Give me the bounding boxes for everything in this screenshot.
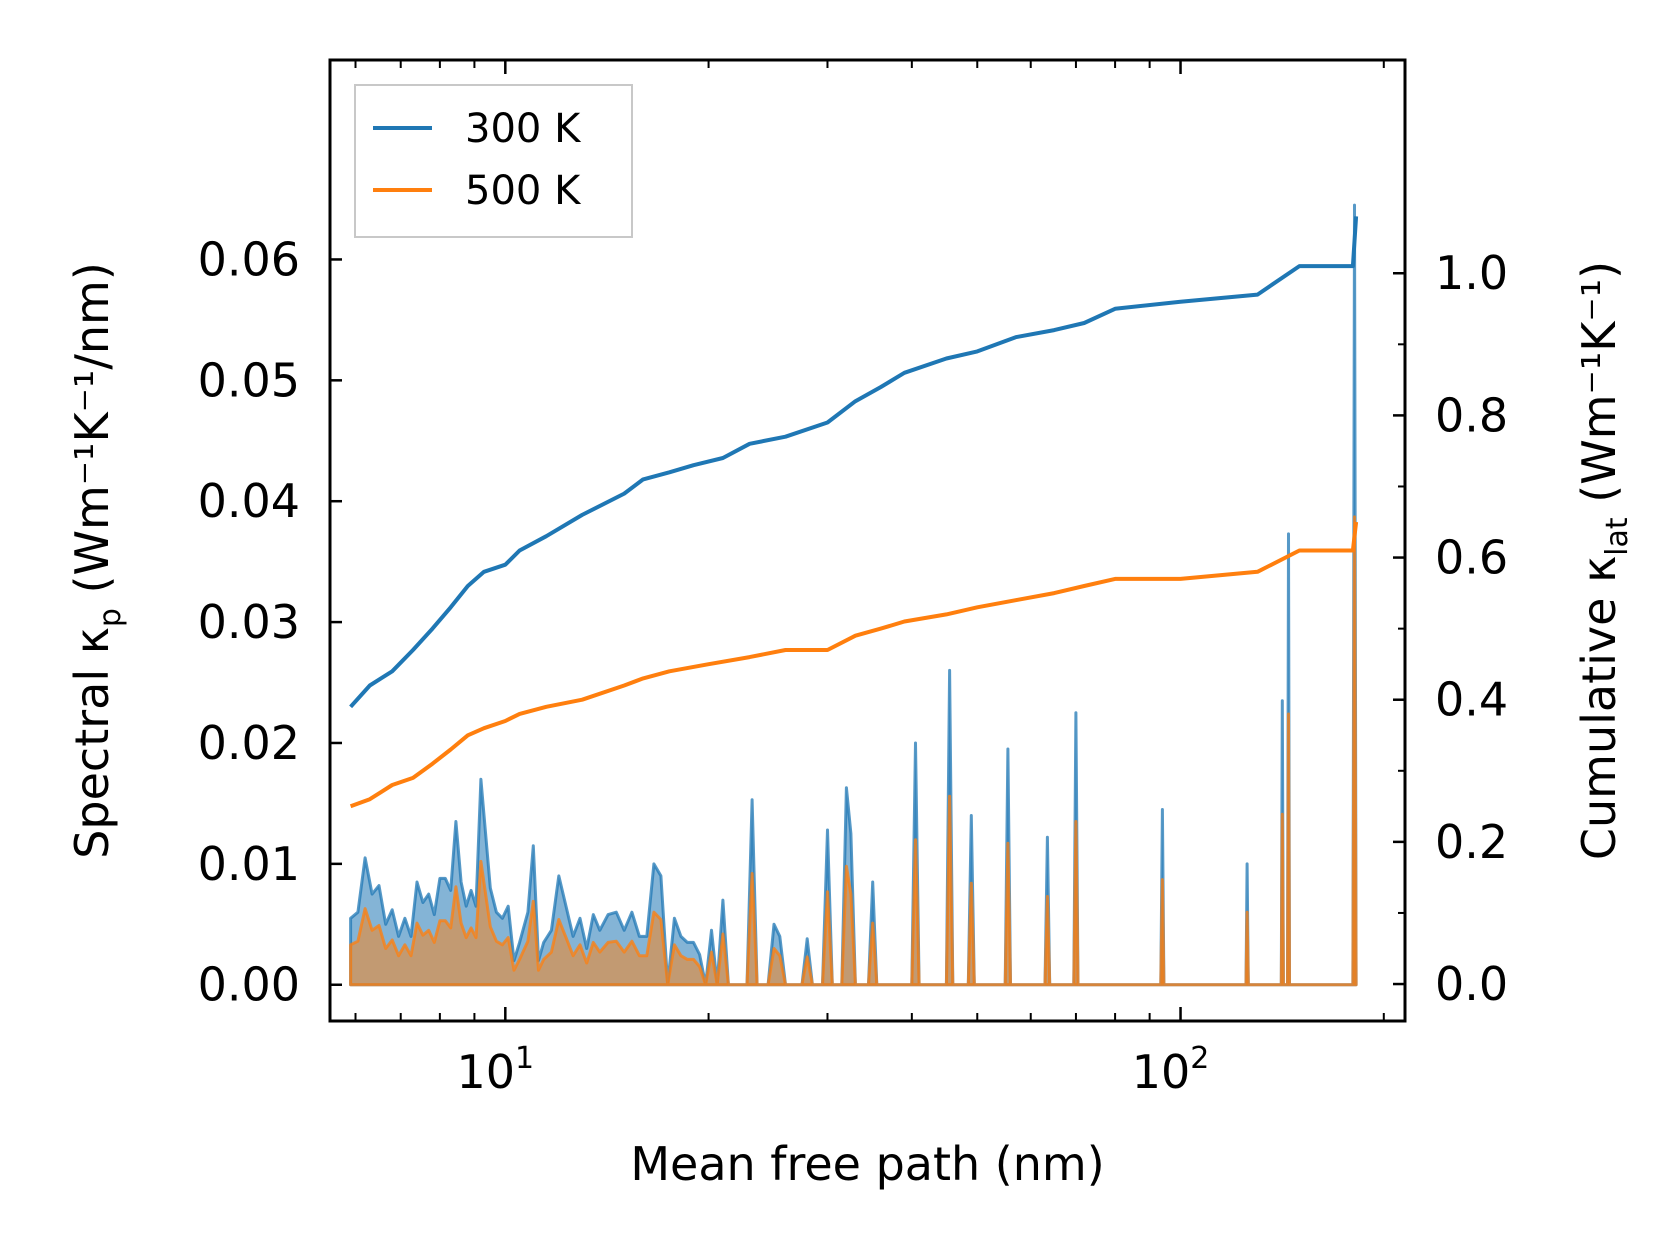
legend-box (354, 84, 633, 238)
plot-layers (349, 203, 1359, 987)
legend: 300 K 500 K (354, 84, 633, 238)
y-right-tick-label: 0.6 (1435, 531, 1508, 585)
y-right-tick-label: 0.8 (1435, 388, 1508, 442)
x-tick-label: 102 (1132, 1041, 1210, 1099)
y-right-label-sub: lat (1600, 517, 1635, 556)
spectral-area-300k (349, 203, 1358, 987)
cumulative-line-500k (349, 521, 1359, 809)
y-left-label-sub: p (93, 608, 128, 627)
y-left-tick-label: 0.03 (198, 595, 300, 649)
y-left-tick-label: 0.02 (198, 716, 300, 770)
x-tick-label: 101 (456, 1041, 534, 1099)
y-right-tick-label: 0.4 (1435, 673, 1508, 727)
y-right-label-suffix: (Wm⁻¹K⁻¹) (1572, 261, 1626, 517)
y-axis-label-right: Cumulative κlat (Wm⁻¹K⁻¹) (1572, 261, 1635, 860)
y-left-label-suffix: (Wm⁻¹K⁻¹/nm) (65, 262, 119, 608)
x-axis-label: Mean free path (nm) (630, 1137, 1104, 1191)
y-left-tick-label: 0.06 (198, 232, 300, 286)
y-right-tick-label: 0.0 (1435, 957, 1508, 1011)
x-tick-exponent: 1 (515, 1041, 534, 1076)
cumulative-line-300k (349, 216, 1359, 709)
legend-label-300k: 300 K (465, 106, 582, 152)
y-right-tick-label: 1.0 (1435, 246, 1508, 300)
spectral-area-500k (349, 515, 1358, 987)
y-left-tick-label: 0.05 (198, 353, 300, 407)
y-right-label-prefix: Cumulative κ (1572, 556, 1626, 860)
plot-frame (328, 58, 1407, 1023)
x-tick-base: 10 (456, 1045, 515, 1099)
y-left-tick-label: 0.01 (198, 837, 300, 891)
x-tick-exponent: 2 (1190, 1041, 1209, 1076)
y-axis-label-left: Spectral κp (Wm⁻¹K⁻¹/nm) (65, 262, 128, 859)
y-left-label-prefix: Spectral κ (65, 627, 119, 859)
y-right-tick-label: 0.2 (1435, 815, 1508, 869)
y-left-tick-label: 0.00 (198, 958, 300, 1012)
axis-ticks: 0.00 0.01 0.02 0.03 0.04 0.05 0.06 0.0 0.2 0.4 0.6… (198, 60, 1508, 1099)
legend-label-500k: 500 K (465, 168, 582, 214)
x-tick-base: 10 (1132, 1045, 1191, 1099)
y-left-tick-label: 0.04 (198, 474, 300, 528)
